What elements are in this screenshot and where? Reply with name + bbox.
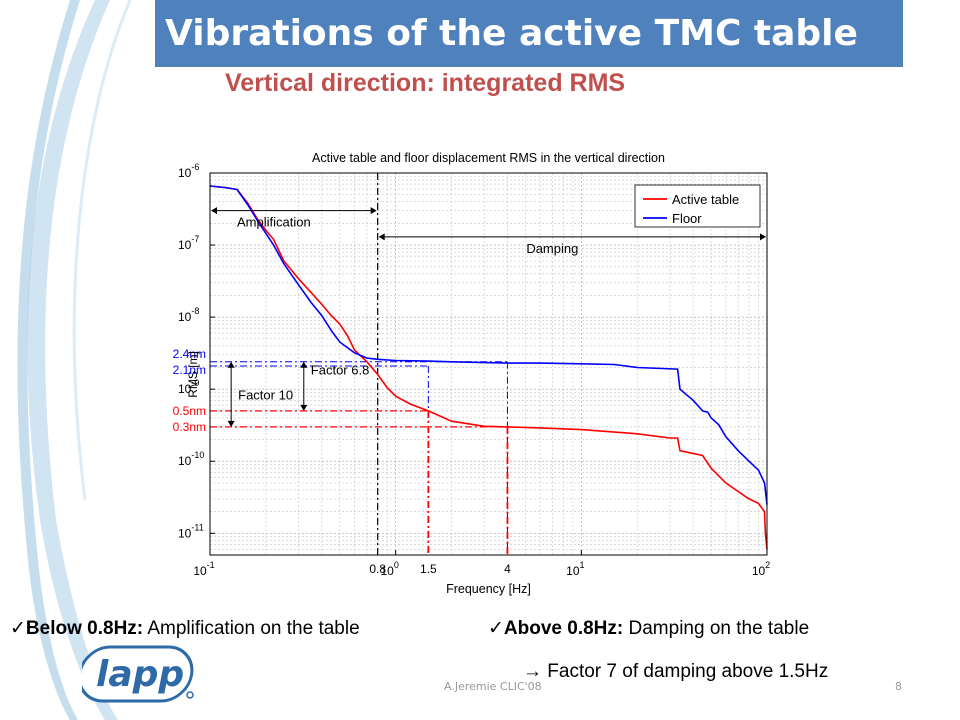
factor10-arrow-up — [227, 361, 235, 368]
factor68-arrow-down — [300, 404, 308, 411]
legend-label: Floor — [672, 211, 702, 226]
series-line-active-table — [209, 185, 768, 550]
bullet-below: ✓Below 0.8Hz: Amplification on the table — [10, 616, 360, 642]
x-tick-label: 101 — [566, 560, 584, 578]
x-tick-label: 100 — [380, 560, 398, 578]
x-tick-label: 10-1 — [193, 560, 214, 578]
y-tick-label: 10-9 — [178, 378, 199, 396]
y-tick-label: 10-7 — [178, 234, 199, 252]
plot-frame — [209, 172, 768, 556]
x-extra-tick-label: 0.8 — [369, 562, 386, 576]
floor-level-label: 2.4nm — [173, 347, 206, 361]
slide-subtitle: Vertical direction: integrated RMS — [225, 69, 626, 97]
y-tick-label: 10-11 — [178, 522, 204, 540]
x-extra-tick-label: 1.5 — [420, 562, 437, 576]
y-tick-label: 10-10 — [178, 450, 204, 468]
amplification-arrow-right — [370, 207, 377, 215]
x-extra-tick-label: 4 — [504, 562, 511, 576]
floor-level-label: 2.1nm — [173, 363, 206, 377]
decorative-swoosh — [17, 0, 132, 720]
factor-7-text: Factor 7 of damping above 1.5Hz — [542, 661, 829, 682]
x-tick-label: 102 — [752, 560, 770, 578]
amplification-arrow-left — [211, 207, 217, 215]
y-tick-label: 10-6 — [178, 162, 199, 180]
bullet-below-bold: Below 0.8Hz: — [25, 618, 144, 639]
lapp-logo: lapp — [82, 645, 194, 703]
x-axis-label: Frequency [Hz] — [446, 582, 531, 596]
factor10-arrow-down — [227, 420, 235, 427]
plot-area — [210, 173, 767, 555]
bullet-above-text: Damping on the table — [623, 618, 810, 639]
legend-box — [634, 184, 761, 228]
factor10-label: Factor 10 — [238, 387, 293, 402]
factor-7-note: → Factor 7 of damping above 1.5Hz — [523, 659, 828, 685]
slide-title: Vibrations of the active TMC table — [155, 0, 903, 67]
table-level-label: 0.3nm — [173, 420, 206, 434]
bullet-above: ✓Above 0.8Hz: Damping on the table — [488, 616, 809, 642]
chart-title: Active table and floor displacement RMS … — [312, 151, 665, 165]
legend-label: Active table — [672, 192, 739, 207]
amplification-label: Amplification — [237, 215, 311, 230]
damping-arrow-left — [378, 233, 385, 241]
factor68-label: Factor 6.8 — [311, 362, 370, 377]
damping-arrow-right — [760, 233, 766, 241]
rms-chart: 2.4nm 2.1nm 0.5nm 0.3nm Amplification Damping… — [115, 140, 790, 605]
logo-text: lapp — [96, 654, 184, 695]
arrow-right-icon: → — [523, 661, 542, 682]
series-line-floor — [209, 185, 768, 505]
footer-author: A.Jeremie CLIC'08 — [444, 680, 542, 693]
bullet-above-bold: Above 0.8Hz: — [503, 618, 624, 639]
table-level-label: 0.5nm — [173, 404, 206, 418]
bullet-below-text: Amplification on the table — [143, 618, 360, 639]
check-icon: ✓ — [10, 618, 26, 639]
factor68-arrow-up — [300, 361, 308, 368]
slide-number: 8 — [895, 680, 902, 693]
damping-label: Damping — [526, 241, 578, 256]
y-axis-label: RMS [m] — [186, 351, 200, 398]
check-icon: ✓ — [488, 618, 504, 639]
y-tick-label: 10-8 — [178, 306, 199, 324]
